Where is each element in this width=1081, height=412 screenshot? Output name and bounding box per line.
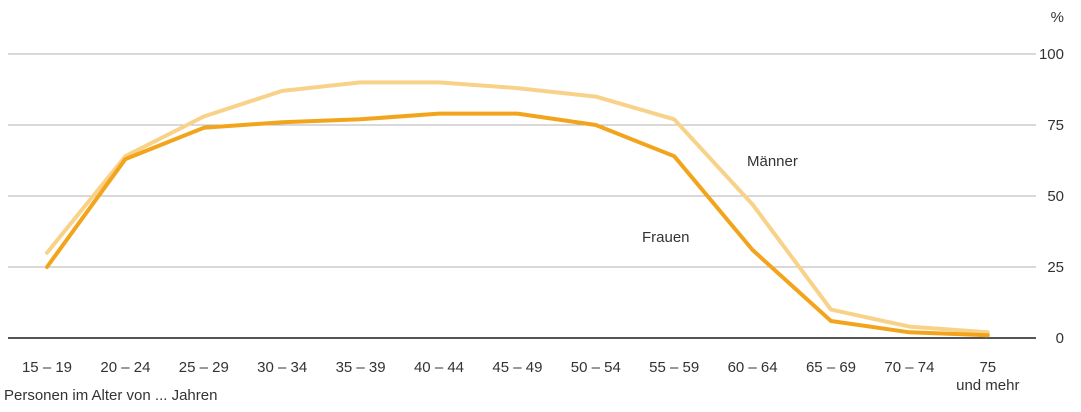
y-tick-label: 50	[1047, 188, 1064, 205]
series-label-männer: Männer	[747, 153, 798, 170]
x-axis-title: Personen im Alter von ... Jahren	[4, 387, 217, 404]
grid	[8, 53, 1036, 339]
x-tick-label: 70 – 74	[884, 359, 934, 376]
x-tick-label: 30 – 34	[257, 359, 307, 376]
y-tick-label: 75	[1047, 117, 1064, 134]
series-lines	[45, 80, 990, 338]
x-tick-label: 50 – 54	[571, 359, 621, 376]
series-label-frauen: Frauen	[642, 229, 690, 246]
x-tick-label: 25 – 29	[179, 359, 229, 376]
series-line-männer	[45, 80, 990, 335]
y-axis-unit: %	[1051, 9, 1064, 26]
x-tick-label: 55 – 59	[649, 359, 699, 376]
x-tick-label: 40 – 44	[414, 359, 464, 376]
y-tick-label: 25	[1047, 259, 1064, 276]
x-tick-label: 15 – 19	[22, 359, 72, 376]
x-tick-label: 35 – 39	[336, 359, 386, 376]
x-axis-ticks: 15 – 19 20 – 24 25 – 29 30 – 34 35 – 39 40 – …	[22, 359, 1020, 394]
y-tick-label: 100	[1039, 46, 1064, 63]
x-tick-label: 75 und mehr	[956, 359, 1019, 394]
x-tick-label: 45 – 49	[492, 359, 542, 376]
series-line-frauen	[45, 111, 990, 338]
x-tick-label: 65 – 69	[806, 359, 856, 376]
x-tick-label: 60 – 64	[728, 359, 778, 376]
series-labels: Männer Frauen	[642, 153, 798, 246]
y-tick-label: 0	[1056, 330, 1064, 347]
x-tick-label: 20 – 24	[100, 359, 150, 376]
y-axis-ticks: 0 25 50 75 100	[1039, 46, 1064, 347]
